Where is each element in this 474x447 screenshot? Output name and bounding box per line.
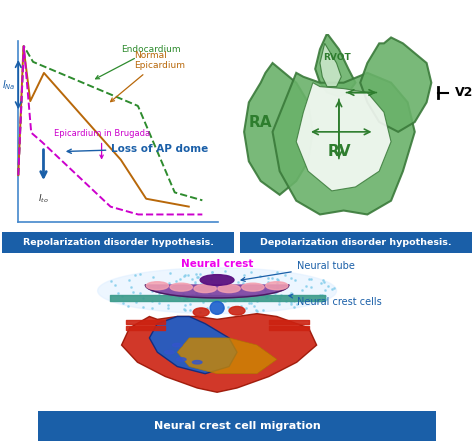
Text: Repolarization disorder hypothesis.: Repolarization disorder hypothesis.: [23, 238, 213, 247]
Circle shape: [176, 358, 186, 361]
Polygon shape: [273, 73, 415, 215]
Text: Neural crest: Neural crest: [181, 258, 253, 269]
Text: $I_{to}$: $I_{to}$: [38, 193, 49, 205]
Ellipse shape: [193, 308, 209, 316]
Text: RVOT: RVOT: [323, 53, 350, 62]
Text: Loss of AP dome: Loss of AP dome: [67, 143, 209, 153]
FancyBboxPatch shape: [2, 232, 234, 253]
Text: Normal
Epicardium: Normal Epicardium: [110, 51, 185, 101]
Circle shape: [242, 283, 264, 291]
Circle shape: [265, 282, 288, 290]
Text: Pathophysiology of Brugada: Pathophysiology of Brugada: [105, 5, 369, 24]
FancyBboxPatch shape: [38, 411, 436, 441]
Circle shape: [192, 361, 202, 364]
Text: V2: V2: [455, 86, 474, 99]
Circle shape: [218, 285, 240, 293]
Circle shape: [164, 350, 174, 354]
Text: Neural crest cell migration: Neural crest cell migration: [154, 421, 320, 431]
Ellipse shape: [229, 307, 245, 315]
Circle shape: [173, 343, 182, 347]
Text: Depolarization disorder hypothesis.: Depolarization disorder hypothesis.: [260, 238, 452, 247]
Text: Endocardium: Endocardium: [96, 46, 181, 79]
Polygon shape: [98, 268, 337, 314]
Polygon shape: [149, 316, 237, 374]
Circle shape: [194, 285, 216, 293]
Circle shape: [146, 282, 169, 290]
Circle shape: [170, 283, 192, 291]
Polygon shape: [177, 338, 277, 374]
Polygon shape: [360, 38, 431, 132]
Polygon shape: [315, 34, 356, 97]
Ellipse shape: [210, 301, 224, 314]
Polygon shape: [121, 314, 317, 392]
Polygon shape: [296, 83, 391, 191]
Text: $I_{Na}$: $I_{Na}$: [2, 79, 16, 93]
Ellipse shape: [200, 274, 234, 285]
Text: RV: RV: [327, 144, 351, 159]
Text: Neural crest cells: Neural crest cells: [289, 294, 382, 307]
Polygon shape: [146, 285, 289, 298]
Polygon shape: [244, 63, 313, 195]
Polygon shape: [320, 43, 341, 87]
Text: RA: RA: [249, 114, 273, 130]
FancyBboxPatch shape: [240, 232, 472, 253]
Text: Neural tube: Neural tube: [241, 261, 355, 281]
Text: Epicardium in Brugada: Epicardium in Brugada: [54, 129, 150, 158]
